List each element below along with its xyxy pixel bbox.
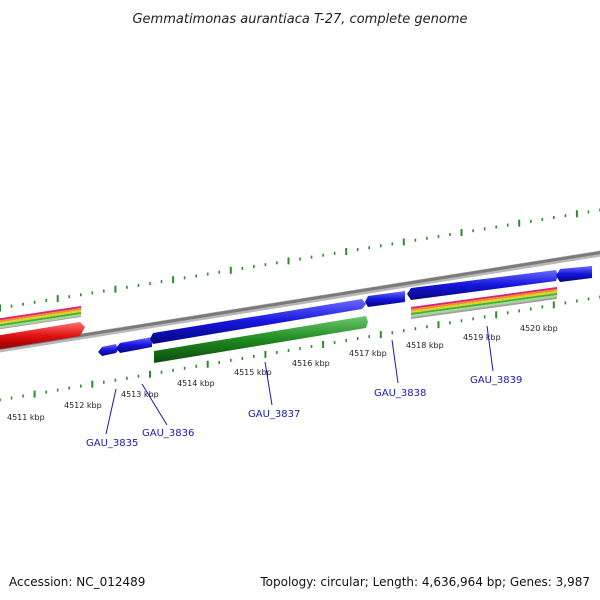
gene-labels: GAU_3835 GAU_3836 GAU_3837 GAU_3838 GAU_3839: [86, 325, 522, 449]
band-green: [411, 293, 557, 315]
band-orange: [0, 308, 81, 323]
gene-label-gau-3838[interactable]: GAU_3838: [374, 388, 426, 399]
band-gray: [411, 297, 557, 319]
blue-gene-arrow[interactable]: [116, 337, 152, 353]
band-yellow: [0, 310, 81, 325]
blue-gene-arrow[interactable]: [98, 344, 118, 356]
band-lightgreen: [0, 314, 81, 329]
band-orange: [411, 289, 557, 311]
band-pink: [411, 287, 557, 309]
gene-label-connector: [264, 361, 273, 406]
backbone-core-line: [0, 251, 600, 350]
topology-label: Topology: circular; Length: 4,636,964 bp…: [259, 575, 590, 589]
gene-label-gau-3835[interactable]: GAU_3835: [86, 438, 138, 449]
gene-label-connector: [105, 388, 117, 435]
band-green: [0, 312, 81, 327]
gene-label-connector: [486, 325, 494, 372]
blue-gene-arrow[interactable]: [556, 266, 592, 282]
band-lightgreen: [411, 295, 557, 317]
gene-label-connector: [141, 383, 168, 426]
kbp-label: 4520 kbp: [520, 324, 558, 333]
gene-label-gau-3836[interactable]: GAU_3836: [142, 428, 194, 439]
green-gene-arrow[interactable]: [154, 316, 368, 363]
chromosome-backbone: [0, 250, 600, 353]
gene-label-gau-3837[interactable]: GAU_3837: [248, 409, 300, 420]
kbp-label: 4518 kbp: [406, 341, 444, 350]
genome-title: Gemmatimonas aurantiaca T-27, complete g…: [132, 12, 467, 27]
gene-label-gau-3839[interactable]: GAU_3839: [470, 375, 522, 386]
kbp-label: 4511 kbp: [7, 413, 45, 422]
band-gray: [0, 316, 81, 330]
blue-gene-arrow[interactable]: [407, 270, 558, 300]
band-yellow: [411, 291, 557, 313]
kbp-label: 4515 kbp: [234, 368, 272, 377]
feature-bands-left: [0, 306, 81, 330]
gene-label-connector: [391, 339, 399, 384]
kbp-scale-labels: 4511 kbp 4512 kbp 4513 kbp 4514 kbp 4515 kbp…: [7, 324, 558, 422]
red-gene-arrow[interactable]: [0, 322, 85, 350]
feature-bands-right: [411, 287, 557, 319]
outer-scale-ticks: [0, 208, 600, 312]
accession-label: Accession: NC_012489: [9, 575, 145, 589]
kbp-label: 4512 kbp: [64, 401, 102, 410]
kbp-label: 4514 kbp: [177, 379, 215, 388]
kbp-label: 4517 kbp: [349, 349, 387, 358]
kbp-label: 4519 kbp: [463, 333, 501, 342]
blue-gene-arrow[interactable]: [365, 291, 405, 307]
inner-scale-ticks: [0, 295, 600, 402]
kbp-label: 4513 kbp: [121, 390, 159, 399]
band-pink: [0, 306, 81, 321]
blue-gene-arrow[interactable]: [150, 299, 366, 344]
kbp-label: 4516 kbp: [292, 359, 330, 368]
